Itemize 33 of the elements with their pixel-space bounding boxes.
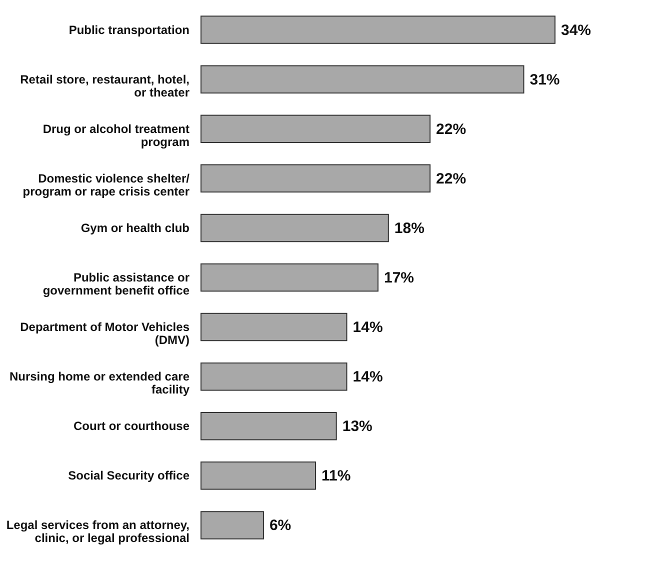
bar bbox=[200, 412, 337, 440]
bar bbox=[200, 164, 431, 193]
y-tick-label: Drug or alcohol treatment program bbox=[42, 122, 190, 149]
data-label: 13% bbox=[342, 418, 372, 436]
data-label: 17% bbox=[384, 270, 414, 286]
data-label: 14% bbox=[352, 319, 383, 336]
y-tick-label: Court or courthouse bbox=[74, 419, 190, 434]
bar bbox=[200, 312, 348, 342]
y-tick-label: Public transportation bbox=[68, 22, 190, 37]
data-label: 11% bbox=[322, 468, 351, 485]
bar bbox=[200, 511, 264, 540]
bar bbox=[200, 263, 378, 292]
y-tick-label: Social Security office bbox=[68, 468, 190, 483]
bar bbox=[200, 462, 316, 490]
y-tick-label: Public assistance or government benefit office bbox=[42, 270, 190, 298]
bar bbox=[200, 114, 431, 143]
data-label: 18% bbox=[394, 220, 424, 237]
data-label: 22% bbox=[436, 120, 466, 138]
bar bbox=[200, 16, 556, 44]
data-label: 22% bbox=[436, 170, 466, 188]
y-tick-label: Gym or health club bbox=[80, 220, 190, 235]
data-label: 14% bbox=[352, 368, 383, 386]
bar bbox=[200, 362, 348, 391]
data-label: 6% bbox=[269, 517, 292, 534]
data-label: 31% bbox=[530, 71, 560, 88]
bar bbox=[200, 214, 389, 242]
y-tick-label: Department of Motor Vehicles (DMV) bbox=[20, 320, 190, 348]
y-tick-label: Legal services from an attorney, clinic, or legal professional bbox=[6, 518, 190, 546]
data-label: 34% bbox=[560, 22, 592, 39]
bar bbox=[200, 65, 524, 94]
y-tick-label: Retail store, restaurant, hotel, or theater bbox=[20, 72, 190, 100]
y-tick-label: Nursing home or extended care facility bbox=[9, 370, 190, 397]
y-tick-label: Domestic violence shelter/ program or rape crisis center bbox=[22, 171, 190, 198]
